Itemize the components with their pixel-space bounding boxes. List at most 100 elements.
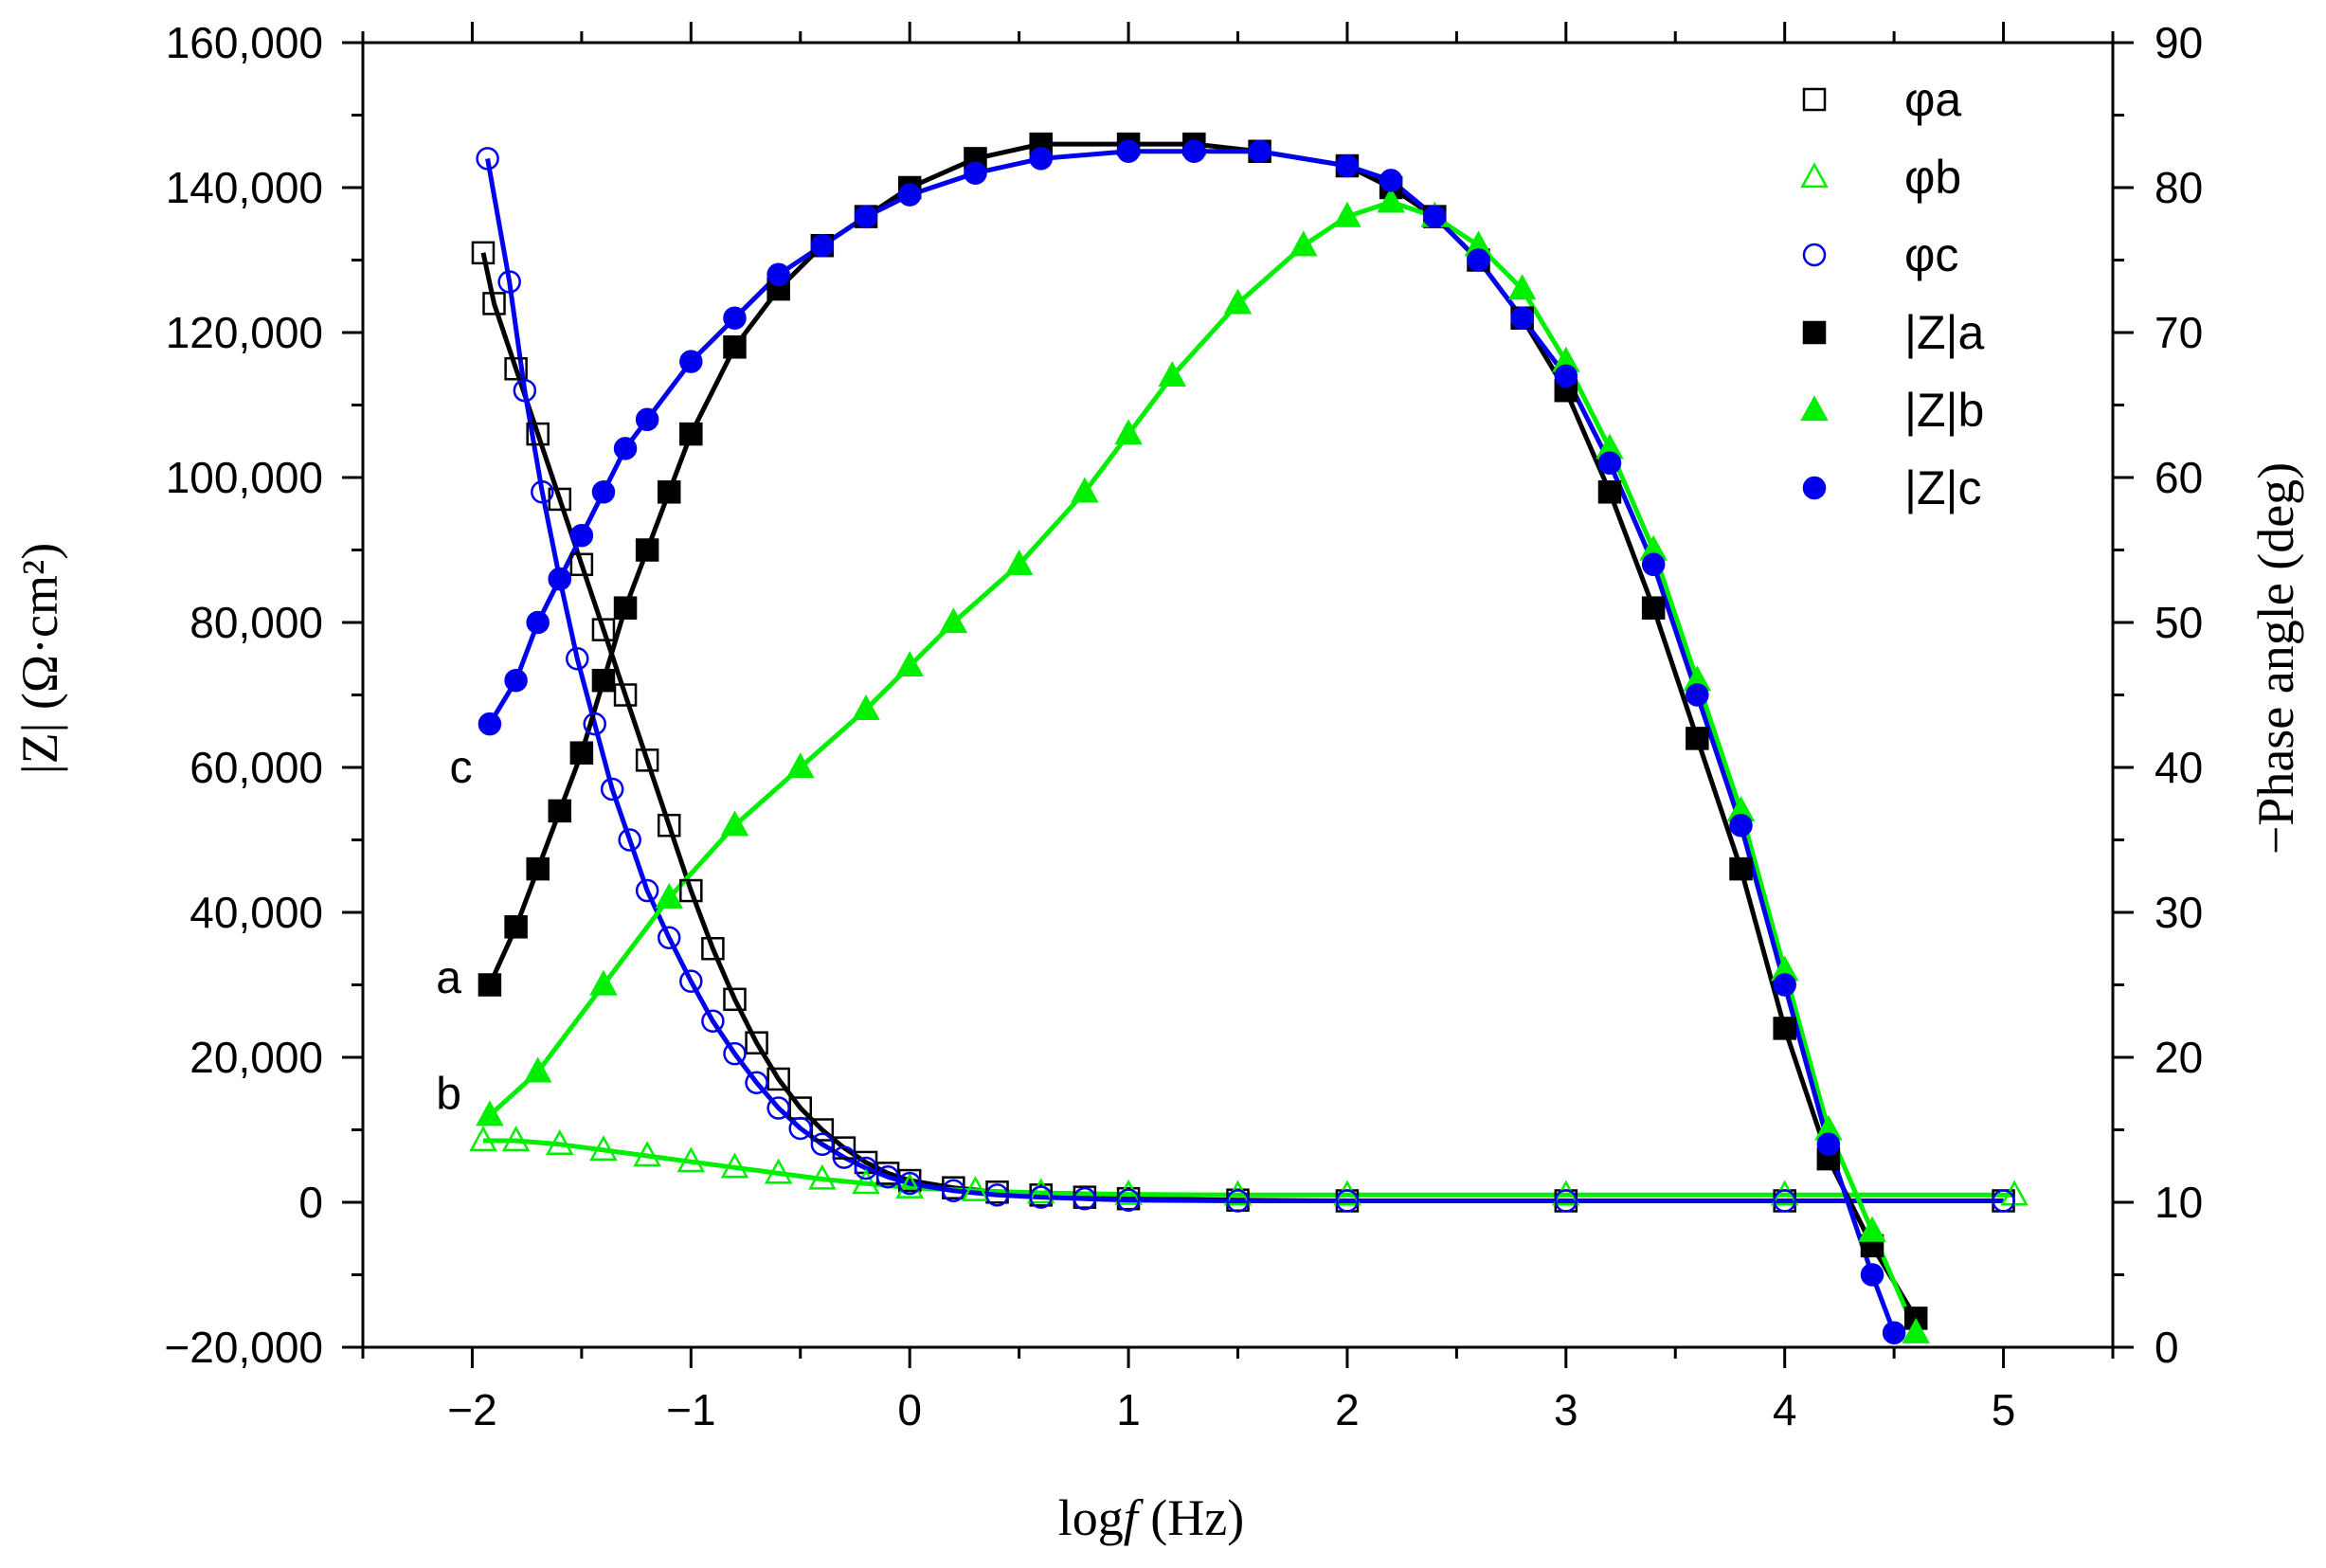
legend-marker-Z_a [1802,320,1827,345]
y-right-tick-label: 80 [2155,163,2203,212]
Z_c-point [1816,1132,1841,1157]
phi_c-point [1773,1189,1796,1213]
legend-label-Z_c: |Z|c [1904,461,1982,514]
phi_b-point [1026,1178,1055,1204]
Z_c-point [504,668,528,693]
y-right-tick-label: 60 [2155,453,2203,502]
phi_c-point [566,647,589,671]
Z_a-point [548,799,572,823]
Z_b-point [523,1056,552,1083]
phi_c-point [679,969,703,993]
Z_b-point [785,752,815,779]
Z_c-point [766,262,790,287]
phi_c-point [1335,1189,1360,1213]
curve-label-b: b [436,1069,461,1119]
y-left-tick-label: 20,000 [189,1033,323,1082]
Z_c-point [723,306,747,330]
phi_c-point [723,1041,747,1066]
x-axis-title-unit: (Hz) [1138,1489,1244,1546]
Z_a-point [526,856,550,881]
phi_c-point [531,480,554,504]
phi_a-point [569,552,594,577]
Z_b-point [655,882,683,909]
phi_c-point [618,828,641,852]
phi_a-point [832,1136,856,1160]
phi_c-point [600,777,624,802]
Z_b-point [1114,419,1143,445]
Z_c-point [1686,683,1709,707]
phi_c-point [788,1116,812,1141]
phi_a-point [679,878,703,903]
phi_c-point [701,1009,725,1033]
x-tick-label: 2 [1335,1385,1360,1434]
phi_a-point [723,987,747,1012]
legend-marker-Z_c [1802,476,1827,500]
Z_b-point [476,1100,504,1126]
Z_a-point [569,741,594,765]
x-tick-label: 0 [897,1385,922,1434]
phi_b-point [895,1172,924,1199]
Z_b-point [1902,1317,1930,1343]
phi_c-point [476,147,499,171]
y-left-tick-label: 0 [298,1178,323,1227]
phi_c-point [942,1179,965,1203]
y-right-tick-label: 90 [2155,18,2203,67]
curve-label-c: c [449,743,472,793]
legend-marker-Z_b [1800,395,1829,422]
x-tick-label: −1 [666,1385,715,1434]
phi_c-point [583,712,606,736]
Z_b-point [1289,230,1318,257]
phi_c-fit-line [485,157,2004,1203]
phi_c-point [854,1156,878,1181]
Z_c-point [1510,306,1534,330]
data-markers [469,132,2028,1344]
phi_b-point [501,1126,531,1152]
y-right-tick-label: 0 [2155,1323,2179,1372]
phi_b-point [469,1126,497,1152]
Z_b-point [852,694,880,720]
y-left-tick-label: 80,000 [189,598,323,647]
Z_c-point [548,567,572,591]
y-left-tick-label: 140,000 [166,163,323,212]
Z_a-point [1686,727,1709,750]
Z_c-point [1773,973,1796,997]
axis-ticks [342,22,2134,1368]
x-tick-label: 3 [1554,1385,1578,1434]
phi_c-point [513,378,537,403]
Z_c-point [1467,248,1490,272]
phi_a-point [504,357,528,381]
phi_c-point [1554,1189,1578,1213]
Z_a-point [504,915,528,939]
phi_b-point [546,1128,574,1155]
x-tick-label: 4 [1773,1385,1797,1434]
Z_c-point [1641,552,1666,577]
Z_b-point [1004,549,1034,575]
axis-labels: −2 −1 0 1 2 3 4 5 −20,000 0 20,000 40,000 60,000 80,0… [164,18,2203,1434]
Z_c-point [1116,139,1141,163]
phi_b-point [676,1146,706,1173]
Z_c-fit-line [487,149,1897,1334]
phi_b-point [633,1141,661,1167]
x-tick-label: 1 [1116,1385,1141,1434]
Z_b-point [895,651,924,677]
Z_b-point [1158,361,1186,387]
Z_c-point [1860,1263,1884,1287]
phi_a-point [657,813,681,838]
Z_c-point [1597,451,1622,475]
Z_c-point [1882,1321,1906,1344]
y-right-tick-label: 70 [2155,308,2203,357]
phi_a-point [526,422,550,446]
Z_c-point [810,233,835,258]
Z_b-point [1507,274,1537,300]
y-right-tick-label: 20 [2155,1033,2203,1082]
y-right-tick-label: 40 [2155,743,2203,792]
y-right-tick-label: 50 [2155,598,2203,647]
phi_a-point [701,937,725,961]
Z_a-point [1597,480,1622,504]
phi_c-point [1029,1185,1053,1209]
legend-label-phi_c: φc [1904,228,1958,281]
legend-label-Z_b: |Z|b [1904,384,1984,437]
x-tick-label: −2 [447,1385,496,1434]
legend-label-Z_a: |Z|a [1904,306,1985,359]
Z_a-point [679,422,703,446]
